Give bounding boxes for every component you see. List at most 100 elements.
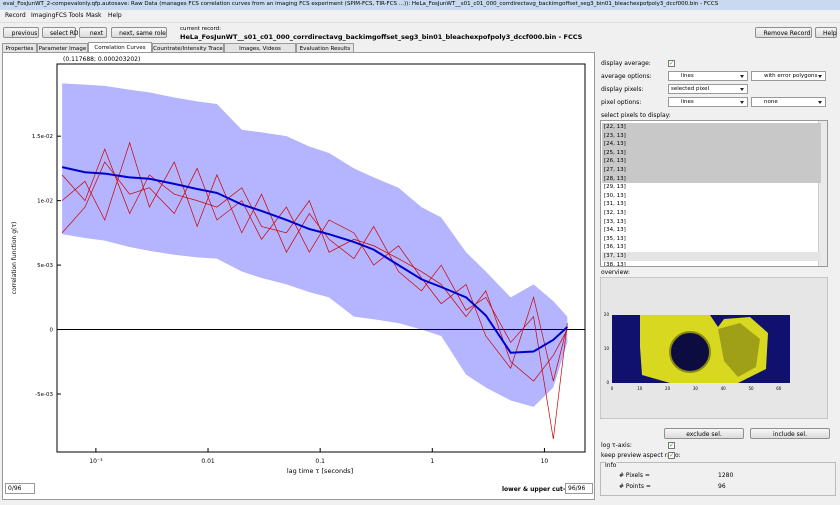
toolbar-button[interactable]: next, same role (111, 27, 167, 38)
info-group: Info (600, 462, 836, 496)
cell-region (718, 323, 760, 377)
pixel-item[interactable]: [33, 13] (604, 218, 626, 225)
y-tick-label: -5e-03 (35, 392, 53, 398)
checkbox[interactable]: ✓ (668, 452, 675, 459)
x-tick-label: 1 (430, 458, 434, 465)
overview-x-tick: 20 (665, 386, 671, 391)
tab[interactable]: Properties (2, 43, 37, 53)
overview-y-tick: 10 (604, 346, 610, 351)
y-tick-label: 1.5e-02 (32, 134, 53, 140)
combo-box[interactable]: lines (668, 71, 748, 81)
tab[interactable]: Countrate/Intensity Trace (152, 43, 224, 53)
curve (61, 148, 568, 382)
setting-label: pixel options: (601, 99, 642, 106)
cutoff-label: lower & upper cut-off (502, 486, 575, 493)
pixel-item[interactable]: [34, 13] (604, 227, 626, 234)
y-tick-label: 0 (50, 328, 54, 334)
overview-x-tick: 30 (693, 386, 699, 391)
overview-x-tick: 40 (721, 386, 727, 391)
overview-plot: 0 10 20 30 40 50 60 0 10 20 (600, 277, 828, 419)
pixel-item[interactable]: [22, 13] (602, 123, 821, 132)
plot-frame (56, 63, 586, 453)
button[interactable]: include sel. (750, 428, 830, 439)
record-name: HeLa_FosJunWT__s01_c01_000_corrdirectavg… (180, 33, 583, 41)
toolbar-button[interactable]: Remove Record (755, 27, 812, 38)
setting-label: log τ-axis: (601, 442, 632, 449)
button[interactable]: exclude sel. (664, 428, 744, 439)
title-bar: eval_FosJunWT_2-compevalonly.qfp.autosav… (0, 0, 840, 10)
overview-x-tick: 50 (748, 386, 754, 391)
menu-item[interactable]: Mask (86, 12, 102, 19)
overview-y-tick: 20 (604, 312, 610, 317)
toolbar-button[interactable]: previous (3, 27, 39, 38)
y-tick-label: 5e-03 (37, 263, 53, 269)
coordinates: (0.117688; 0.000203202) (63, 56, 140, 63)
overview-x-tick: 0 (611, 386, 614, 391)
toolbar: current record: HeLa_FosJunWT__s01_c01_0… (0, 22, 840, 42)
pixel-item[interactable]: [38, 13] (604, 261, 626, 267)
info-key: # Pixels = (619, 472, 650, 479)
menu-bar: Record ImagingFCS Tools Mask Help (0, 10, 840, 21)
pixel-item[interactable]: [28, 13] (602, 174, 821, 184)
curve (61, 166, 569, 354)
setting-label: select pixels to display: (601, 112, 671, 119)
setting-label: display average: (601, 60, 651, 67)
combo-box[interactable]: none (751, 97, 826, 107)
pixel-item[interactable]: [32, 13] (604, 210, 626, 216)
x-axis-label: lag time τ [seconds] (287, 467, 353, 475)
scrollbar (818, 121, 827, 266)
pixel-list: [22, 13] [23, 13] [24, 13] [25, 13] [26, 13]… (600, 120, 828, 267)
pixel-item[interactable]: [25, 13] (602, 148, 821, 158)
tab[interactable]: Correlation Curves (88, 42, 152, 53)
upper-cutoff[interactable]: 96/96 (565, 483, 593, 494)
info-key: # Points = (619, 483, 651, 490)
tab[interactable]: Parameter Image (37, 43, 88, 53)
overview-x-tick: 60 (776, 386, 782, 391)
chart: (0.117688; 0.000203202) lag time τ [seco… (11, 56, 586, 475)
y-tick-label: 1e-02 (37, 199, 53, 205)
pixel-item[interactable]: [27, 13] (602, 166, 821, 175)
pixel-item[interactable]: [29, 13] (604, 184, 626, 191)
tab[interactable]: Evaluation Results (296, 43, 354, 53)
pixel-item[interactable]: [30, 13] (604, 192, 626, 199)
toolbar-button[interactable]: Help (815, 27, 837, 38)
combo-box[interactable]: lines (668, 97, 748, 107)
info-value: 1280 (718, 472, 734, 479)
pixel-item[interactable]: [36, 13] (604, 244, 626, 251)
pixel-item[interactable]: [23, 13] (602, 131, 821, 141)
checkbox[interactable]: ✓ (668, 60, 675, 67)
record-label: current record: (180, 26, 222, 32)
setting-label: average options: (601, 73, 652, 80)
nucleus (669, 331, 711, 373)
y-axis-label: correlation function g(τ) (11, 222, 18, 295)
setting-label: keep preview aspect ratio: (601, 452, 681, 459)
info-title: Info (605, 462, 617, 469)
pixel-item[interactable]: [31, 13] (604, 201, 626, 208)
menu-item[interactable]: Help (108, 12, 122, 19)
overview-y-tick: 0 (606, 380, 609, 385)
checkbox[interactable]: ✓ (668, 442, 675, 449)
pixel-item[interactable]: [26, 13] (602, 157, 821, 166)
menu-item[interactable]: Record (5, 12, 26, 19)
menu-item[interactable]: ImagingFCS Tools (31, 12, 84, 19)
toolbar-button[interactable]: next (79, 27, 107, 38)
lower-cutoff[interactable]: 0/96 (5, 483, 35, 494)
pixel-item[interactable]: [24, 13] (602, 140, 821, 149)
setting-label: display pixels: (601, 86, 644, 93)
combo-box[interactable]: selected pixel (668, 84, 748, 94)
x-tick-label: 0.1 (315, 458, 325, 465)
info-value: 96 (718, 483, 726, 490)
window-title: eval_FosJunWT_2-compevalonly.qfp.autosav… (3, 1, 719, 7)
curve (61, 161, 568, 382)
setting-label: overview: (601, 269, 630, 276)
x-tick-label: 10⁻³ (89, 458, 103, 465)
x-tick-label: 10 (541, 458, 549, 465)
pixel-item[interactable]: [37, 13] (602, 252, 821, 261)
x-tick-label: 0.01 (201, 458, 215, 465)
pixel-item[interactable]: [35, 13] (604, 235, 626, 242)
toolbar-button[interactable]: select RDR (42, 27, 83, 38)
overview-x-tick: 10 (637, 386, 643, 391)
combo-box[interactable]: with error polygons (751, 71, 826, 81)
error-band (62, 83, 568, 407)
